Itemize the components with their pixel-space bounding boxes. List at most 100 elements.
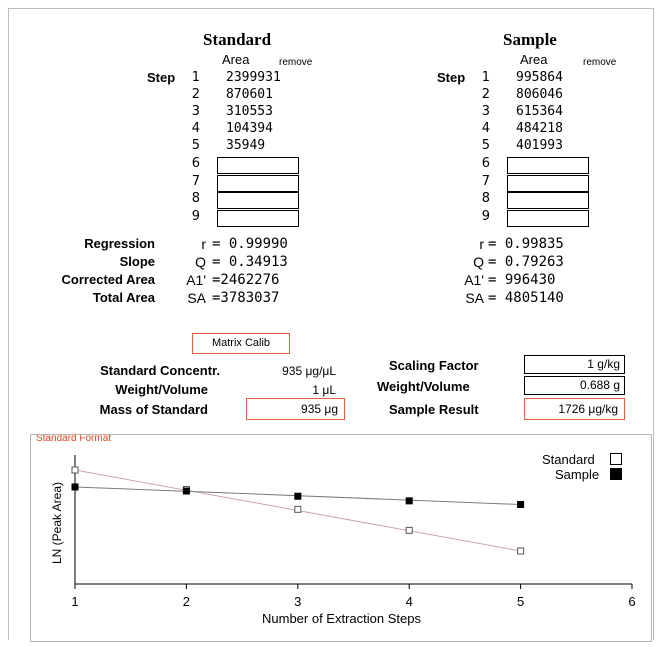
matrix-calib-label: Matrix Calib bbox=[211, 337, 271, 349]
standard-remove-button[interactable]: remove bbox=[279, 57, 313, 68]
standard-step-area-input[interactable] bbox=[217, 192, 299, 209]
standard-title: Standard bbox=[203, 30, 272, 49]
sample-point bbox=[71, 483, 79, 491]
sample-step-number: 2 bbox=[481, 87, 490, 102]
sample-step-area-value: 995864 bbox=[516, 70, 563, 85]
sample-point bbox=[517, 501, 525, 509]
sample-point bbox=[182, 487, 190, 495]
sample-remove-button[interactable]: remove bbox=[583, 57, 617, 68]
standard-stat-value: = 0.34913 bbox=[212, 254, 288, 270]
x-tick-label: 3 bbox=[294, 594, 301, 609]
sample-step-area-input[interactable] bbox=[507, 157, 589, 174]
sample-stat-value: = 0.99835 bbox=[488, 236, 564, 252]
scaling-factor-field[interactable]: 1 g/kg bbox=[524, 355, 625, 374]
legend-sample-label: Sample bbox=[555, 467, 600, 482]
sample-step-area-input[interactable] bbox=[507, 192, 589, 209]
standard-step-number: 1 bbox=[191, 70, 200, 85]
standard-stat-symbol: r bbox=[201, 236, 206, 252]
standard-step-number: 2 bbox=[191, 87, 200, 102]
standard-step-number: 5 bbox=[191, 138, 200, 153]
matrix-calib-button[interactable]: Matrix Calib bbox=[192, 333, 290, 354]
sample-stat-symbol: Q bbox=[473, 254, 484, 270]
standard-step-number: 9 bbox=[191, 209, 200, 224]
standard-step-area-input[interactable] bbox=[217, 210, 299, 227]
standard-step-area-input[interactable] bbox=[217, 175, 299, 192]
standard-stat-label: Slope bbox=[119, 254, 155, 269]
sample-step-number: 6 bbox=[481, 156, 490, 171]
standard-stat-label: Total Area bbox=[92, 290, 155, 305]
standard-format-dropdown[interactable]: Standard Format bbox=[36, 433, 112, 444]
sample-step-number: 3 bbox=[481, 104, 490, 119]
sample-step-area-value: 615364 bbox=[516, 104, 563, 119]
sample-title: Sample bbox=[503, 30, 557, 49]
sample-step-number: 9 bbox=[481, 209, 490, 224]
x-tick-label: 2 bbox=[183, 594, 190, 609]
sample-weight-volume-value: 0.688 g bbox=[579, 378, 620, 392]
std-weight-volume-label: Weight/Volume bbox=[115, 382, 208, 397]
standard-step-area-value: 870601 bbox=[226, 87, 273, 102]
standard-stat-label: Corrected Area bbox=[61, 272, 155, 287]
scaling-factor-value: 1 g/kg bbox=[587, 357, 620, 371]
mass-of-standard-value: 935 μg bbox=[301, 402, 338, 416]
sample-stat-value: = 4805140 bbox=[488, 290, 564, 306]
standard-step-area-value: 104394 bbox=[226, 121, 273, 136]
standard-point bbox=[71, 466, 79, 474]
extraction-chart: 1 2 3 4 5 6 bbox=[30, 434, 652, 642]
chart-y-axis-label: LN (Peak Area) bbox=[50, 481, 64, 565]
legend-sample-marker bbox=[610, 468, 622, 480]
standard-step-number: 7 bbox=[191, 174, 200, 189]
standard-step-number: 4 bbox=[191, 121, 200, 136]
legend-standard-label: Standard bbox=[542, 452, 595, 467]
sample-weight-volume-label: Weight/Volume bbox=[377, 379, 470, 394]
standard-step-area-value: 35949 bbox=[226, 138, 266, 153]
standard-stat-symbol: SA bbox=[187, 290, 206, 306]
sample-stat-symbol: r bbox=[479, 236, 484, 252]
sample-stat-symbol: A1' bbox=[464, 272, 484, 288]
sample-step-number: 4 bbox=[481, 121, 490, 136]
sample-step-area-value: 401993 bbox=[516, 138, 563, 153]
standard-stat-value: = 0.99990 bbox=[212, 236, 288, 252]
sample-stat-value: = 0.79263 bbox=[488, 254, 564, 270]
std-weight-volume-value: 1 μL bbox=[312, 383, 336, 397]
mass-of-standard-field[interactable]: 935 μg bbox=[246, 398, 345, 420]
chart-svg: 1 2 3 4 5 6 bbox=[71, 455, 636, 609]
standard-step-number: 6 bbox=[191, 156, 200, 171]
sample-step-label: Step bbox=[437, 70, 466, 85]
standard-point bbox=[294, 505, 302, 513]
standard-step-area-value: 310553 bbox=[226, 104, 273, 119]
x-tick-label: 4 bbox=[406, 594, 413, 609]
x-tick-label: 1 bbox=[71, 594, 78, 609]
sample-step-number: 8 bbox=[481, 191, 490, 206]
sample-step-number: 7 bbox=[481, 174, 490, 189]
standard-step-area-input[interactable] bbox=[217, 157, 299, 174]
sample-stat-value: = 996430 bbox=[488, 272, 556, 288]
sample-step-number: 5 bbox=[481, 138, 490, 153]
sample-result-field[interactable]: 1726 μg/kg bbox=[524, 398, 625, 420]
sample-result-label: Sample Result bbox=[389, 402, 479, 417]
sample-step-area-input[interactable] bbox=[507, 210, 589, 227]
sample-step-area-value: 806046 bbox=[516, 87, 563, 102]
x-tick-label: 5 bbox=[517, 594, 524, 609]
sample-result-value: 1726 μg/kg bbox=[558, 402, 618, 416]
standard-stat-symbol: A1' bbox=[186, 272, 206, 288]
sample-stat-symbol: SA bbox=[465, 290, 484, 306]
std-conc-value: 935 μg/μL bbox=[282, 364, 336, 378]
standard-stat-value: =2462276 bbox=[212, 272, 280, 288]
chart-x-axis-label: Number of Extraction Steps bbox=[262, 611, 421, 626]
std-conc-label: Standard Concentr. bbox=[100, 363, 220, 378]
mass-of-standard-label: Mass of Standard bbox=[99, 402, 208, 417]
sample-weight-volume-field[interactable]: 0.688 g bbox=[524, 376, 625, 395]
standard-stat-symbol: Q bbox=[195, 254, 206, 270]
standard-step-area-value: 2399931 bbox=[226, 70, 281, 85]
x-tick-label: 6 bbox=[628, 594, 635, 609]
standard-area-header: Area bbox=[222, 52, 250, 67]
window-frame bbox=[8, 8, 654, 640]
standard-stat-value: =3783037 bbox=[212, 290, 280, 306]
standard-step-number: 3 bbox=[191, 104, 200, 119]
standard-point bbox=[517, 547, 525, 555]
legend-standard-marker bbox=[610, 453, 622, 465]
standard-step-label: Step bbox=[147, 70, 176, 85]
scaling-factor-label: Scaling Factor bbox=[389, 358, 479, 373]
sample-point bbox=[405, 497, 413, 505]
sample-step-area-input[interactable] bbox=[507, 175, 589, 192]
